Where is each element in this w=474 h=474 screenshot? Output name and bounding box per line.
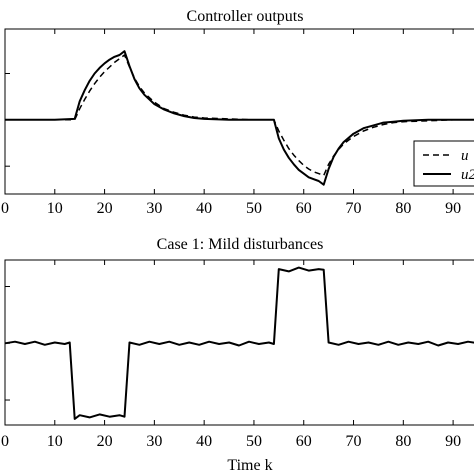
x-tick-label: 70 bbox=[346, 200, 362, 217]
x-tick-label: 40 bbox=[196, 200, 212, 217]
x-tick-label: 30 bbox=[146, 433, 162, 450]
top-chart-plot-area bbox=[4, 28, 474, 195]
series-line-series-0 bbox=[4, 266, 474, 420]
top-chart-x-ticks: 0 10 20 30 40 50 60 70 80 90 bbox=[1, 200, 461, 217]
x-tick-label: 10 bbox=[47, 200, 63, 217]
bottom-chart-title: Case 1: Mild disturbances bbox=[157, 236, 324, 253]
top-chart: Controller outputs 0 10 20 30 40 50 60 70 80 90 u… bbox=[1, 8, 474, 217]
x-tick-label: 10 bbox=[47, 433, 63, 450]
x-tick-label: 80 bbox=[395, 433, 411, 450]
x-tick-label: 70 bbox=[346, 433, 362, 450]
legend-box bbox=[413, 140, 474, 187]
x-tick-label: 0 bbox=[1, 200, 9, 217]
bottom-chart: Case 1: Mild disturbances 0 10 20 30 40 50 60 7… bbox=[1, 236, 474, 474]
bottom-chart-x-ticks: 0 10 20 30 40 50 60 70 80 90 bbox=[1, 433, 461, 450]
x-tick-label: 0 bbox=[1, 433, 9, 450]
x-tick-label: 60 bbox=[296, 433, 312, 450]
legend-label-u: u bbox=[461, 148, 469, 164]
x-tick-label: 60 bbox=[296, 200, 312, 217]
x-tick-label: 90 bbox=[445, 200, 461, 217]
x-tick-label: 40 bbox=[196, 433, 212, 450]
axes-frame bbox=[4, 28, 474, 195]
x-tick-label: 20 bbox=[97, 433, 113, 450]
series-line-u2 bbox=[5, 50, 474, 186]
axes-frame bbox=[4, 259, 474, 426]
x-tick-label: 50 bbox=[246, 200, 262, 217]
top-chart-title: Controller outputs bbox=[187, 8, 304, 25]
bottom-chart-x-label: Time k bbox=[227, 457, 272, 474]
x-tick-label: 30 bbox=[146, 200, 162, 217]
bottom-chart-plot-area bbox=[4, 259, 474, 426]
x-tick-label: 80 bbox=[395, 200, 411, 217]
x-tick-label: 90 bbox=[445, 433, 461, 450]
x-tick-label: 20 bbox=[97, 200, 113, 217]
legend-label-u2: u2 bbox=[461, 167, 474, 183]
top-chart-legend: u u2 bbox=[413, 140, 474, 187]
x-tick-label: 50 bbox=[246, 433, 262, 450]
